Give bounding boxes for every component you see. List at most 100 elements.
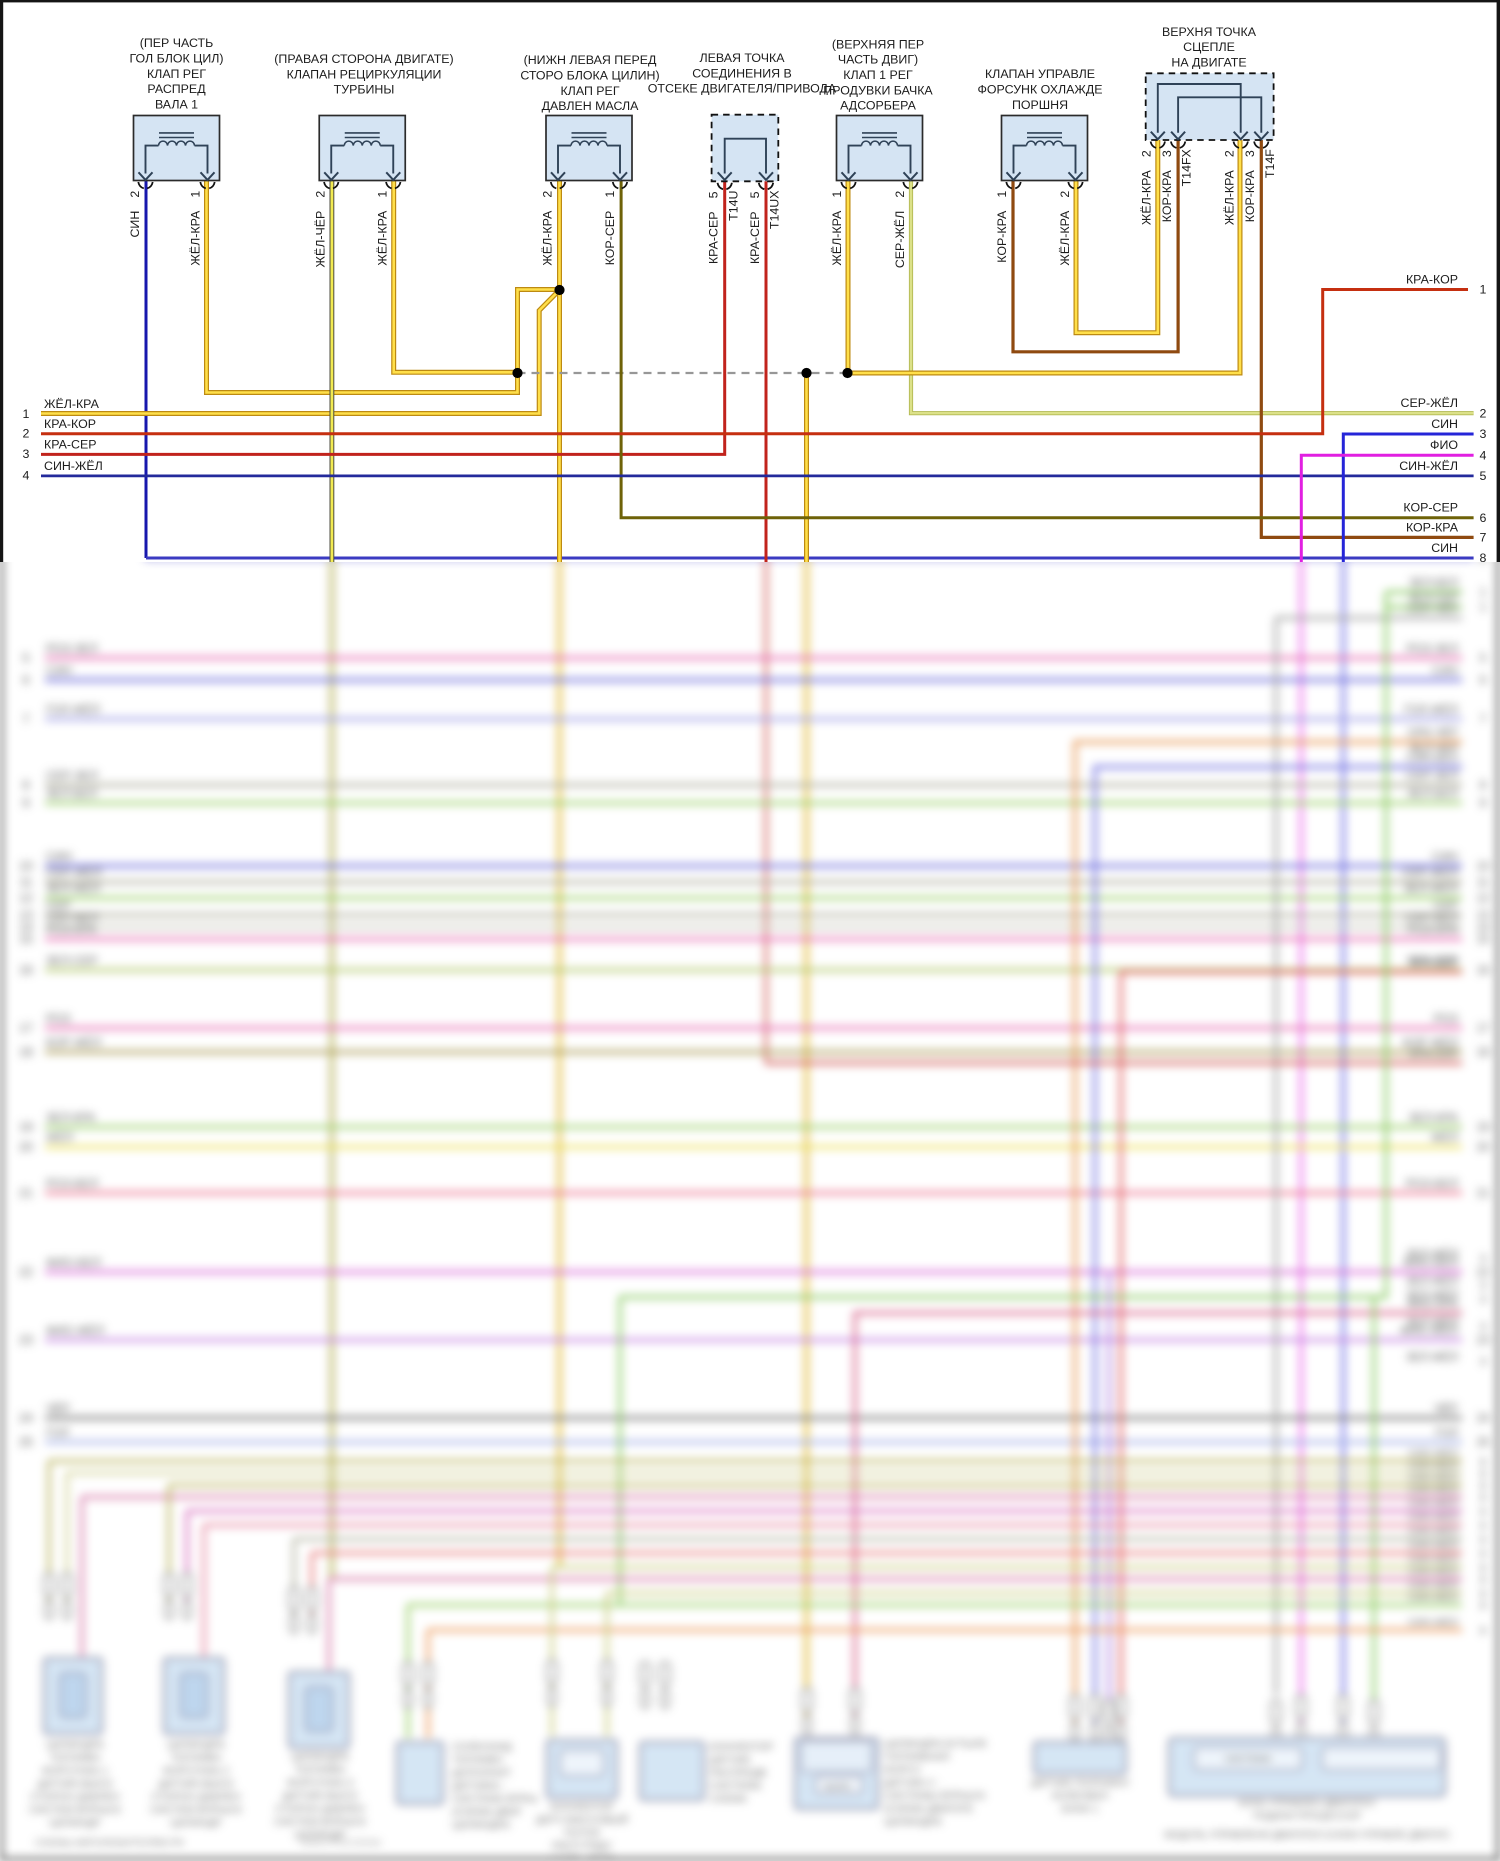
svg-text:НА ДВИГАТЕ: НА ДВИГАТЕ — [1171, 56, 1246, 70]
svg-text:ФИО-БЕЛ: ФИО-БЕЛ — [46, 1256, 101, 1270]
svg-text:ПОРШНЯ: ПОРШНЯ — [1012, 98, 1068, 112]
svg-text:СТОРОН ДАВЛЕН: СТОРОН ДАВЛЕН — [275, 1803, 364, 1815]
svg-text:СИСТЕМА ВПРЫ: СИСТЕМА ВПРЫ — [452, 1793, 537, 1805]
svg-text:КРА-КОР: КРА-КОР — [1406, 273, 1458, 287]
svg-text:1: 1 — [1480, 283, 1487, 297]
svg-text:БЛОК УПРАВЛЕН ДВИГАТЕЛ: БЛОК УПРАВЛЕН ДВИГАТЕЛ — [1239, 1798, 1375, 1809]
svg-text:7: 7 — [23, 712, 30, 726]
svg-text:Т14F: Т14F — [1263, 149, 1277, 178]
svg-text:СИН-ЖЁЛ: СИН-ЖЁЛ — [1408, 1459, 1458, 1471]
svg-text:ФОРСУНКА 2: ФОРСУНКА 2 — [163, 1765, 230, 1777]
svg-text:ЗЕЛ-БЕЛ: ЗЕЛ-БЕЛ — [1407, 787, 1458, 801]
svg-text:ДАТЧИК 4 -: ДАТЧИК 4 - — [884, 1777, 940, 1789]
svg-text:13: 13 — [19, 908, 33, 922]
svg-text:ЦИЛИНДРА: ЦИЛИНДРА — [291, 1751, 349, 1763]
svg-text:ТУРБИНЫ: ТУРБИНЫ — [334, 83, 395, 97]
svg-text:1: 1 — [188, 191, 202, 198]
svg-text:СИН-ЖЁЛ: СИН-ЖЁЛ — [1408, 1539, 1458, 1551]
svg-text:ЗЕЛ-ЖЁЛ: ЗЕЛ-ЖЁЛ — [46, 882, 100, 896]
svg-text:ЗЕЛ-СЕР: ЗЕЛ-СЕР — [1406, 954, 1458, 968]
svg-text:СИСТЕМ ВПРЫСК: СИСТЕМ ВПРЫСК — [150, 1804, 243, 1816]
svg-text:16: 16 — [1477, 965, 1490, 977]
svg-text:СЕР-БЕЛ: СЕР-БЕЛ — [1406, 911, 1458, 925]
svg-text:(ВЕРХНЯЯ ПЕР: (ВЕРХНЯЯ ПЕР — [832, 37, 924, 51]
svg-text:СЕР-ЖЁЛ: СЕР-ЖЁЛ — [1402, 866, 1458, 880]
svg-text:КЛАПАН УПРАВЛЕ: КЛАПАН УПРАВЛЕ — [985, 67, 1095, 81]
svg-text:8: 8 — [1480, 1480, 1486, 1492]
svg-text:ЗЕЛ-КРА: ЗЕЛ-КРА — [46, 1111, 95, 1125]
svg-text:СЕР: СЕР — [1433, 899, 1458, 913]
svg-text:ЗЕЛ-БЕЛ: ЗЕЛ-БЕЛ — [46, 787, 97, 801]
svg-text:13: 13 — [1477, 910, 1490, 922]
svg-text:СИН-ЖЁЛ: СИН-ЖЁЛ — [1408, 1553, 1458, 1565]
svg-text:19: 19 — [19, 1120, 33, 1134]
svg-text:СИН: СИН — [1431, 417, 1458, 431]
svg-text:ГОЛ-ЖЁЛ: ГОЛ-ЖЁЛ — [1404, 703, 1458, 717]
svg-text:12: 12 — [1477, 893, 1490, 905]
svg-text:10: 10 — [19, 859, 33, 873]
svg-text:ДАТЧИК ВЫСО: ДАТЧИК ВЫСО — [37, 1778, 112, 1790]
svg-text:3: 3 — [1480, 1280, 1486, 1292]
svg-text:2: 2 — [1480, 406, 1487, 420]
svg-text:6: 6 — [1480, 511, 1487, 525]
svg-text:СИН-ЖЁЛ: СИН-ЖЁЛ — [1408, 1591, 1458, 1603]
svg-text:ОТСЕКЕ ДВИГАТЕЛЯ/ПРИВОДА: ОТСЕКЕ ДВИГАТЕЛЯ/ПРИВОДА — [648, 82, 837, 96]
svg-text:15: 15 — [19, 932, 33, 946]
svg-text:1: 1 — [376, 191, 390, 198]
svg-text:12: 12 — [19, 891, 33, 905]
svg-text:(НИЖН ЛЕВАЯ ПЕРЕД: (НИЖН ЛЕВАЯ ПЕРЕД — [524, 53, 657, 67]
svg-text:1: 1 — [830, 191, 844, 198]
svg-text:СТОРОН ДАВЛЕН: СТОРОН ДАВЛЕН — [151, 1791, 240, 1803]
svg-text:КЛАП 1 РЕГ: КЛАП 1 РЕГ — [843, 68, 913, 82]
svg-text:ЧАСТЬ ДВИГ): ЧАСТЬ ДВИГ) — [838, 53, 918, 67]
svg-text:20: 20 — [19, 1140, 33, 1154]
svg-text:ЗЕЛ-ЖЁЛ: ЗЕЛ-ЖЁЛ — [1406, 1249, 1458, 1261]
svg-text:ЗЕЛ-КРА: ЗЕЛ-КРА — [1409, 1111, 1458, 1125]
svg-text:ФОРС: ФОРС — [824, 1782, 852, 1793]
svg-text:(ПЕР ЧАСТЬ: (ПЕР ЧАСТЬ — [140, 36, 214, 50]
svg-text:ТОПЛИВН: ТОПЛИВН — [171, 1752, 222, 1764]
svg-text:ЧАСТЬ ДВИГ: ЧАСТЬ ДВИГ — [550, 1853, 615, 1861]
svg-text:КОР-ЖЁЛ: КОР-ЖЁЛ — [1403, 1036, 1458, 1050]
svg-text:СХЕМА: СХЕМА — [710, 1793, 747, 1805]
svg-text:ЧЁР: ЧЁР — [1434, 1402, 1458, 1416]
svg-text:(ПРАВАЯ СТОРОНА ДВИГАТЕ): (ПРАВАЯ СТОРОНА ДВИГАТЕ) — [274, 52, 453, 66]
svg-text:23: 23 — [19, 1333, 33, 1347]
svg-text:ФИО: ФИО — [1430, 438, 1458, 452]
svg-text:ТОПЛИВН: ТОПЛИВН — [452, 1754, 503, 1766]
svg-text:КРА-СЕР: КРА-СЕР — [707, 212, 721, 265]
svg-text:СИН-ЖЁЛ: СИН-ЖЁЛ — [1408, 1497, 1458, 1509]
svg-text:25: 25 — [19, 1435, 33, 1449]
svg-text:7: 7 — [1480, 531, 1487, 545]
svg-text:РОЗ-КРА: РОЗ-КРА — [1407, 923, 1458, 937]
svg-text:СИСТЕМА: СИСТЕМА — [1225, 1754, 1272, 1765]
svg-text:18: 18 — [19, 1045, 33, 1059]
svg-text:СОЕДИНЕНИЯ В: СОЕДИНЕНИЯ В — [692, 66, 792, 80]
svg-text:18: 18 — [1477, 1047, 1490, 1059]
svg-text:КОР-СЕР: КОР-СЕР — [603, 211, 617, 266]
svg-text:8: 8 — [1480, 1588, 1486, 1600]
svg-text:8: 8 — [1480, 551, 1487, 565]
svg-text:2: 2 — [541, 191, 555, 198]
svg-text:ФОРСУНКА 3: ФОРСУНКА 3 — [287, 1777, 354, 1789]
svg-text:РОЗ-КРА: РОЗ-КРА — [46, 923, 97, 937]
svg-text:ЖЁЛ-КРА: ЖЁЛ-КРА — [1223, 169, 1237, 225]
svg-text:8: 8 — [1480, 780, 1486, 792]
svg-text:4: 4 — [1480, 448, 1487, 462]
svg-text:СИН-ЖЁЛ: СИН-ЖЁЛ — [1408, 1483, 1458, 1495]
svg-text:СИН-ЖЁЛ: СИН-ЖЁЛ — [1408, 1565, 1458, 1577]
svg-text:КОР-КРА: КОР-КРА — [1243, 169, 1257, 222]
svg-text:5: 5 — [1480, 653, 1486, 665]
svg-text:РАСПРЕДВ: РАСПРЕДВ — [710, 1767, 766, 1779]
svg-text:ЖЁЛ-КРА: ЖЁЛ-КРА — [376, 210, 390, 266]
svg-text:СОЛЕНОИД: СОЛЕНОИД — [452, 1741, 512, 1753]
svg-text:ВЕРХНЯ ТОЧКА: ВЕРХНЯ ТОЧКА — [1162, 25, 1257, 39]
svg-text:1: 1 — [1480, 587, 1486, 599]
svg-text:СИН: СИН — [1432, 664, 1458, 678]
svg-text:5: 5 — [707, 191, 721, 198]
svg-text:ЖЁЛ-КРА: ЖЁЛ-КРА — [1140, 169, 1154, 225]
svg-text:АДСОРБЕРА: АДСОРБЕРА — [840, 99, 916, 113]
svg-text:СИН-ЖЁЛ: СИН-ЖЁЛ — [1408, 1447, 1458, 1459]
svg-text:8: 8 — [1480, 1562, 1486, 1574]
svg-text:25: 25 — [1477, 1437, 1490, 1449]
